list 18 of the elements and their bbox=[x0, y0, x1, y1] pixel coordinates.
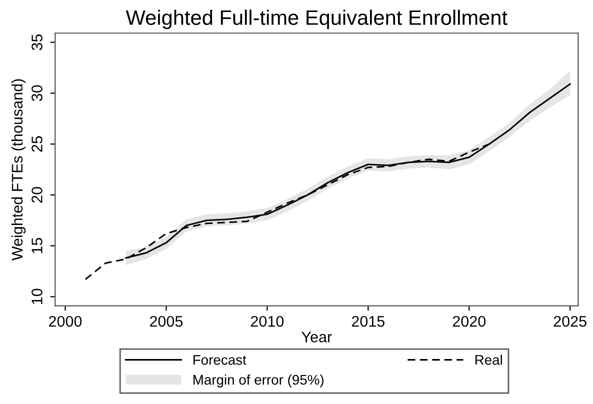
y-tick-label: 15 bbox=[32, 238, 42, 254]
legend-label: Real bbox=[475, 354, 502, 365]
chart-title: Weighted Full-time Equivalent Enrollment bbox=[126, 10, 508, 30]
x-tick-label: 2020 bbox=[452, 316, 486, 327]
y-tick-label: 10 bbox=[32, 288, 42, 304]
x-tick-label: 2010 bbox=[250, 316, 284, 327]
x-tick-label: 2005 bbox=[150, 316, 183, 327]
y-tick-label: 25 bbox=[32, 136, 42, 152]
y-tick-label: 30 bbox=[32, 85, 42, 102]
x-tick-label: 2000 bbox=[49, 316, 82, 327]
y-tick-label: 20 bbox=[32, 187, 42, 203]
y-axis-title: Weighted FTEs (thousand) bbox=[11, 79, 26, 261]
x-tick-label: 2015 bbox=[352, 316, 385, 327]
x-axis-title: Year bbox=[302, 332, 332, 342]
text: Margin of error (95%) bbox=[193, 374, 324, 388]
x-tick-label: 2025 bbox=[554, 316, 586, 327]
legend-label: Forecast bbox=[193, 355, 246, 365]
y-tick-label: 35 bbox=[32, 34, 42, 50]
